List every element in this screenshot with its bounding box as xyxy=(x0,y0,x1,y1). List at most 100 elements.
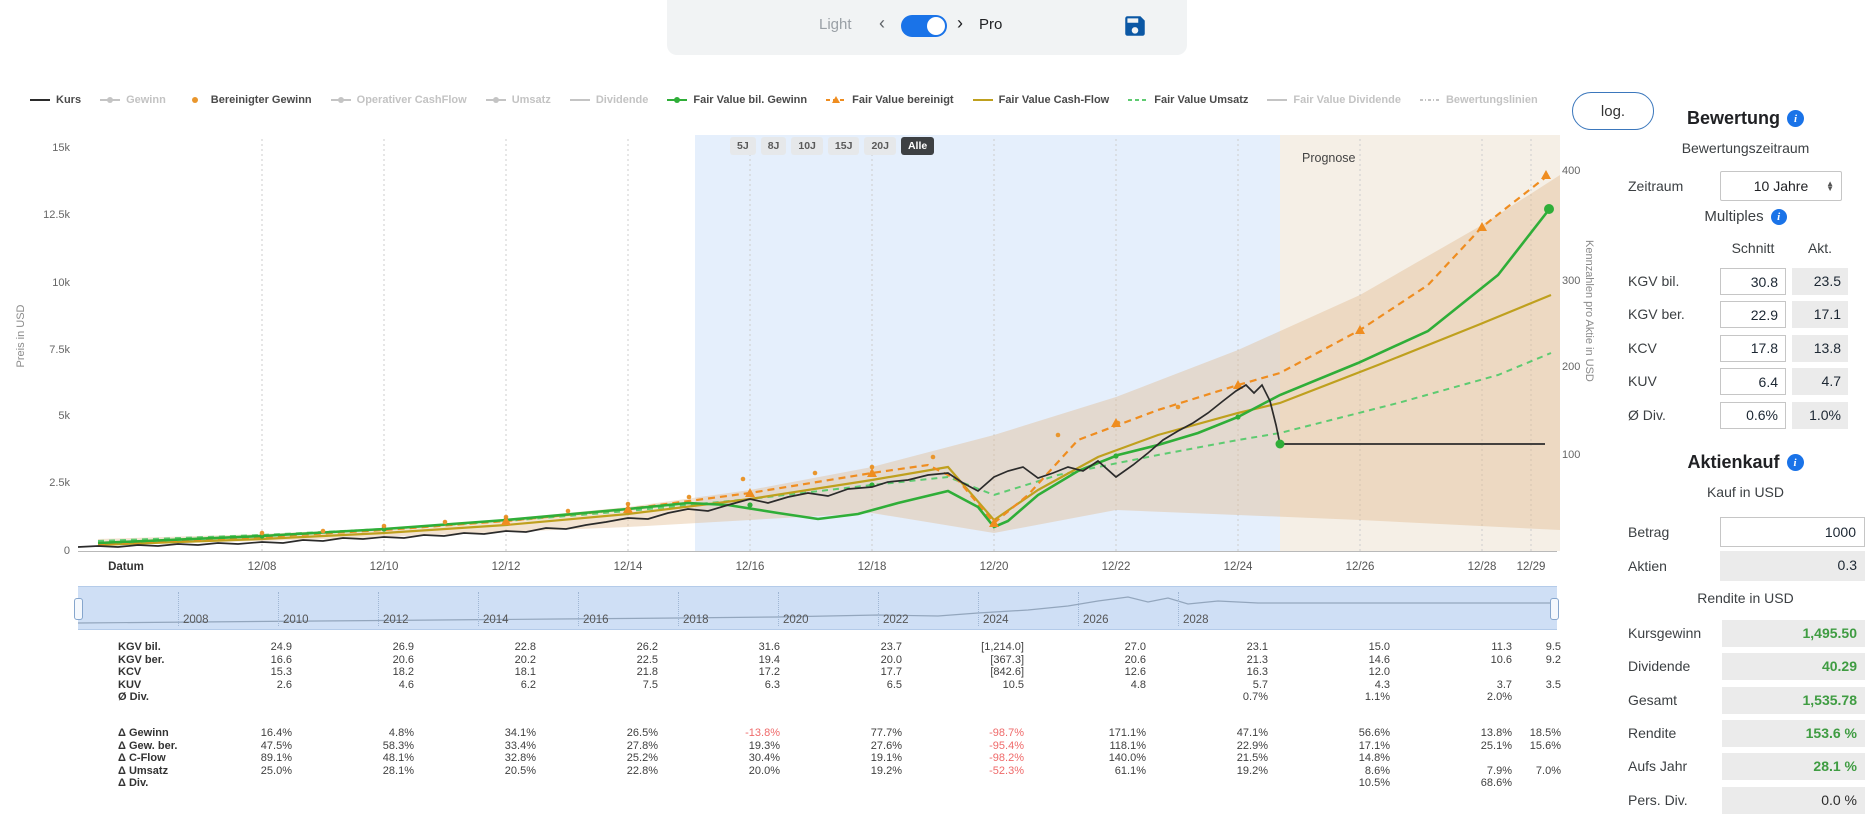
table-row-label: Δ Gew. ber. xyxy=(118,739,178,752)
prognose-label: Prognose xyxy=(1302,151,1356,165)
table-cell: 15.0 xyxy=(1368,641,1390,653)
chart-legend: Kurs Gewinn Bereinigter Gewinn Operativer C… xyxy=(30,94,1560,106)
table-cell: 20.0 xyxy=(880,653,902,666)
rendite-label-pers-div-: Pers. Div. xyxy=(1628,791,1688,808)
legend-item-dividende[interactable]: Dividende xyxy=(569,94,648,106)
zeitraum-label: Zeitraum xyxy=(1628,178,1684,194)
bewertung-sidebar: Bewertung i Bewertungszeitraum Zeitraum … xyxy=(1620,100,1871,834)
info-icon[interactable]: i xyxy=(1770,208,1787,225)
table-row: Δ Gewinn 16.4% 4.8% 34.1% 26.5% -13.8% 77.7% -9… xyxy=(0,727,1620,739)
table-cell: 13.8% xyxy=(1480,727,1512,739)
fair-value-chart[interactable] xyxy=(78,135,1560,552)
legend-swatch-icon xyxy=(30,99,50,101)
right-axis-tick: 100 xyxy=(1562,449,1581,461)
rendite-value: 28.1 % xyxy=(1722,753,1865,781)
legend-item-fair-value-umsatz[interactable]: Fair Value Umsatz xyxy=(1128,94,1248,106)
table-cell: 21.8 xyxy=(636,666,658,678)
navigator-year: 2008 xyxy=(178,592,209,626)
rendite-value: 1,535.78 xyxy=(1722,686,1865,714)
table-row-label: KCV xyxy=(118,666,142,678)
table-row: KGV ber. 16.6 20.6 20.2 22.5 19.4 20.0 [367.3] 2… xyxy=(0,654,1620,666)
table-row: Δ Umsatz 25.0% 28.1% 20.5% 22.8% 20.0% 19.2% -5… xyxy=(0,765,1620,777)
navigator-year: 2010 xyxy=(278,592,309,626)
table-cell: 19.2% xyxy=(1236,764,1268,777)
range-button-5j[interactable]: 5J xyxy=(730,137,756,155)
log-scale-button[interactable]: log. xyxy=(1572,92,1654,130)
legend-item-bereinigter-gewinn[interactable]: Bereinigter Gewinn xyxy=(185,94,312,106)
navigator-year: 2024 xyxy=(978,592,1009,626)
range-button-15j[interactable]: 15J xyxy=(827,137,860,155)
table-cell: 9.5 xyxy=(1545,641,1561,653)
table-cell: -98.7% xyxy=(989,727,1024,739)
multiple-label-kgv-bil-: KGV bil. xyxy=(1628,273,1680,289)
save-icon[interactable] xyxy=(1122,13,1148,39)
navigator-left-handle[interactable] xyxy=(74,598,83,620)
range-button-10j[interactable]: 10J xyxy=(791,137,823,155)
table-row: KGV bil. 24.9 26.9 22.8 26.2 31.6 23.7 [1,214.0… xyxy=(0,641,1620,653)
table-cell: 27.6% xyxy=(870,739,902,752)
multiple-schnitt-input[interactable] xyxy=(1720,334,1786,362)
mode-toggle[interactable] xyxy=(901,15,947,37)
table-cell: 118.1% xyxy=(1109,739,1147,752)
legend-item-label: Gewinn xyxy=(126,94,166,106)
table-cell: -13.8% xyxy=(745,727,780,739)
multiple-label-kgv-ber-: KGV ber. xyxy=(1628,306,1685,323)
multiple-akt-value: 17.1 xyxy=(1792,301,1848,329)
table-cell: -98.2% xyxy=(989,752,1024,764)
chart-navigator[interactable]: 2008 2010 2012 2014 2016 2018 2020 2022 2024 2026… xyxy=(74,586,1559,630)
table-cell: 30.4% xyxy=(748,752,780,764)
table-cell: 9.2 xyxy=(1545,653,1561,666)
navigator-right-handle[interactable] xyxy=(1550,598,1559,620)
table-cell: 10.5 xyxy=(1002,678,1024,691)
x-axis-tick: 12/24 xyxy=(1223,561,1253,573)
range-button-8j[interactable]: 8J xyxy=(760,137,787,155)
table-cell: 25.1% xyxy=(1480,739,1512,752)
table-row: KCV 15.3 18.2 18.1 21.8 17.2 17.7 [842.6] 12.6 16… xyxy=(0,666,1620,678)
multiple-schnitt-input[interactable] xyxy=(1720,268,1786,295)
table-cell: 2.6 xyxy=(276,678,292,691)
table-row: Δ Div. 10.5% 68.6% xyxy=(0,777,1620,789)
fair-value-fan-area xyxy=(98,175,1560,545)
legend-item-gewinn[interactable]: Gewinn xyxy=(100,94,166,106)
table-cell: 17.2 xyxy=(758,666,780,678)
zeitraum-select[interactable]: 10 Jahre ▲ ▼ xyxy=(1720,171,1842,201)
toggle-knob xyxy=(927,17,945,35)
range-button-20j[interactable]: 20J xyxy=(864,137,896,155)
fair-value-bereinigt-markers xyxy=(501,170,1551,527)
info-icon[interactable]: i xyxy=(1786,454,1804,471)
legend-item-fair-value-cash-flow[interactable]: Fair Value Cash-Flow xyxy=(972,94,1109,106)
info-icon[interactable]: i xyxy=(1787,110,1804,127)
table-cell: 12.0 xyxy=(1368,666,1390,678)
multiples-title: Multiples i xyxy=(1620,208,1871,225)
table-cell: 25.0% xyxy=(260,764,292,777)
multiple-schnitt-input[interactable] xyxy=(1720,401,1786,429)
legend-item-kurs[interactable]: Kurs xyxy=(30,94,81,106)
legend-swatch-icon xyxy=(667,97,688,103)
navigator-year: 2026 xyxy=(1078,592,1109,626)
table-cell: 7.5 xyxy=(642,678,658,691)
legend-swatch-icon xyxy=(191,97,198,103)
table-cell: 8.6% xyxy=(1364,764,1390,777)
table-cell: 48.1% xyxy=(382,752,414,764)
fair-value-umsatz-line xyxy=(97,352,1552,542)
table-cell: 5.7 xyxy=(1252,678,1268,691)
multiple-schnitt-input[interactable] xyxy=(1720,368,1786,396)
legend-item-fair-value-bereinigt[interactable]: Fair Value bereinigt xyxy=(826,94,954,106)
multiple-schnitt-input[interactable] xyxy=(1720,301,1786,329)
select-arrows-icon: ▲ ▼ xyxy=(1826,179,1834,193)
betrag-input[interactable] xyxy=(1720,517,1865,547)
rendite-label-dividende: Dividende xyxy=(1628,658,1691,675)
table-cell: 16.4% xyxy=(260,727,292,739)
aktien-label: Aktien xyxy=(1628,558,1667,574)
rendite-value: 0.0 % xyxy=(1722,786,1865,814)
range-button-alle[interactable]: Alle xyxy=(900,137,935,155)
legend-item-fair-value-dividende[interactable]: Fair Value Dividende xyxy=(1267,94,1401,106)
legend-item-fair-value-bil-gewinn[interactable]: Fair Value bil. Gewinn xyxy=(667,94,807,106)
table-cell: 22.8 xyxy=(514,641,536,653)
legend-item-umsatz[interactable]: Umsatz xyxy=(485,94,551,106)
legend-item-operativer-cashflow[interactable]: Operativer CashFlow xyxy=(330,94,467,106)
legend-item-bewertungslinien[interactable]: Bewertungslinien xyxy=(1419,94,1538,106)
right-axis-title: Kennzahlen pro Aktie in USD xyxy=(1583,240,1595,382)
table-cell: 14.6 xyxy=(1368,653,1390,666)
left-axis-title: Preis in USD xyxy=(15,304,27,368)
